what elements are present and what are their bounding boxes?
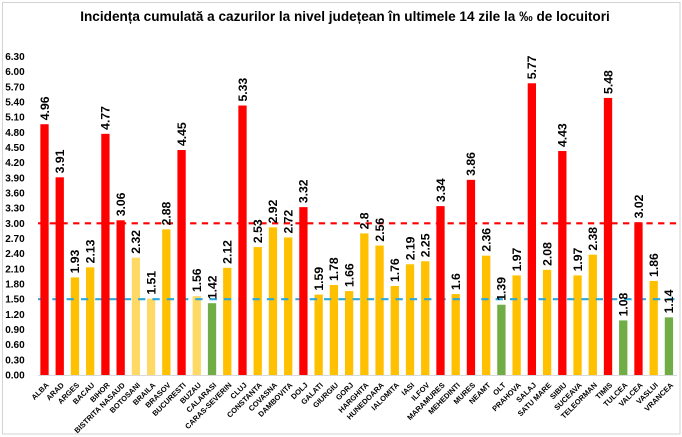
svg-text:2.08: 2.08 bbox=[540, 242, 554, 266]
svg-text:1.93: 1.93 bbox=[68, 249, 82, 273]
svg-text:1.78: 1.78 bbox=[327, 257, 341, 281]
svg-text:4.96: 4.96 bbox=[38, 96, 52, 120]
svg-text:1.42: 1.42 bbox=[205, 275, 219, 299]
svg-text:1.66: 1.66 bbox=[342, 263, 356, 287]
svg-text:3.32: 3.32 bbox=[297, 179, 311, 203]
svg-text:1.6: 1.6 bbox=[449, 273, 463, 290]
svg-text:1.86: 1.86 bbox=[647, 253, 661, 277]
svg-text:4.77: 4.77 bbox=[99, 106, 113, 130]
svg-text:5.48: 5.48 bbox=[601, 70, 615, 94]
svg-text:4.20: 4.20 bbox=[5, 158, 25, 169]
svg-text:1.50: 1.50 bbox=[5, 295, 25, 306]
svg-text:6.30: 6.30 bbox=[5, 52, 25, 63]
svg-text:0.00: 0.00 bbox=[5, 371, 25, 382]
svg-text:4.43: 4.43 bbox=[556, 123, 570, 147]
svg-text:2.19: 2.19 bbox=[403, 236, 417, 260]
svg-text:2.72: 2.72 bbox=[281, 210, 295, 234]
svg-text:4.50: 4.50 bbox=[5, 143, 25, 154]
svg-text:2.40: 2.40 bbox=[5, 249, 25, 260]
svg-text:1.76: 1.76 bbox=[388, 258, 402, 282]
svg-text:2.10: 2.10 bbox=[5, 264, 25, 275]
svg-text:3.60: 3.60 bbox=[5, 189, 25, 200]
svg-text:5.40: 5.40 bbox=[5, 98, 25, 109]
svg-text:Incidența cumulată a cazurilor: Incidența cumulată a cazurilor la nivel … bbox=[80, 9, 610, 24]
svg-text:5.77: 5.77 bbox=[525, 55, 539, 79]
svg-text:3.02: 3.02 bbox=[632, 194, 646, 218]
svg-text:3.34: 3.34 bbox=[434, 178, 448, 202]
svg-text:3.90: 3.90 bbox=[5, 173, 25, 184]
svg-text:5.70: 5.70 bbox=[5, 82, 25, 93]
svg-text:6.00: 6.00 bbox=[5, 67, 25, 78]
svg-text:1.08: 1.08 bbox=[617, 292, 631, 316]
svg-text:5.10: 5.10 bbox=[5, 113, 25, 124]
svg-text:3.00: 3.00 bbox=[5, 219, 25, 230]
svg-text:1.14: 1.14 bbox=[662, 289, 676, 313]
svg-text:1.97: 1.97 bbox=[571, 247, 585, 271]
svg-text:1.97: 1.97 bbox=[510, 247, 524, 271]
svg-text:1.59: 1.59 bbox=[312, 267, 326, 291]
svg-text:3.30: 3.30 bbox=[5, 204, 25, 215]
svg-text:2.8: 2.8 bbox=[358, 212, 372, 229]
svg-text:3.06: 3.06 bbox=[114, 192, 128, 216]
svg-text:2.56: 2.56 bbox=[373, 218, 387, 242]
svg-text:2.25: 2.25 bbox=[419, 233, 433, 257]
svg-text:1.80: 1.80 bbox=[5, 280, 25, 291]
svg-text:4.80: 4.80 bbox=[5, 128, 25, 139]
svg-text:1.39: 1.39 bbox=[495, 277, 509, 301]
svg-text:2.88: 2.88 bbox=[160, 201, 174, 225]
svg-text:1.56: 1.56 bbox=[190, 268, 204, 292]
svg-text:2.13: 2.13 bbox=[83, 239, 97, 263]
svg-text:1.51: 1.51 bbox=[144, 271, 158, 295]
svg-text:0.90: 0.90 bbox=[5, 325, 25, 336]
svg-text:3.91: 3.91 bbox=[53, 149, 67, 173]
svg-text:4.45: 4.45 bbox=[175, 122, 189, 146]
svg-text:3.86: 3.86 bbox=[464, 152, 478, 176]
svg-text:5.33: 5.33 bbox=[236, 78, 250, 102]
svg-text:2.38: 2.38 bbox=[586, 227, 600, 251]
svg-text:0.60: 0.60 bbox=[5, 340, 25, 351]
svg-text:1.20: 1.20 bbox=[5, 310, 25, 321]
svg-text:0.30: 0.30 bbox=[5, 355, 25, 366]
svg-text:2.70: 2.70 bbox=[5, 234, 25, 245]
svg-text:2.92: 2.92 bbox=[266, 199, 280, 223]
svg-text:2.53: 2.53 bbox=[251, 219, 265, 243]
svg-text:2.12: 2.12 bbox=[221, 240, 235, 264]
svg-text:2.36: 2.36 bbox=[479, 228, 493, 252]
svg-text:2.32: 2.32 bbox=[129, 230, 143, 254]
